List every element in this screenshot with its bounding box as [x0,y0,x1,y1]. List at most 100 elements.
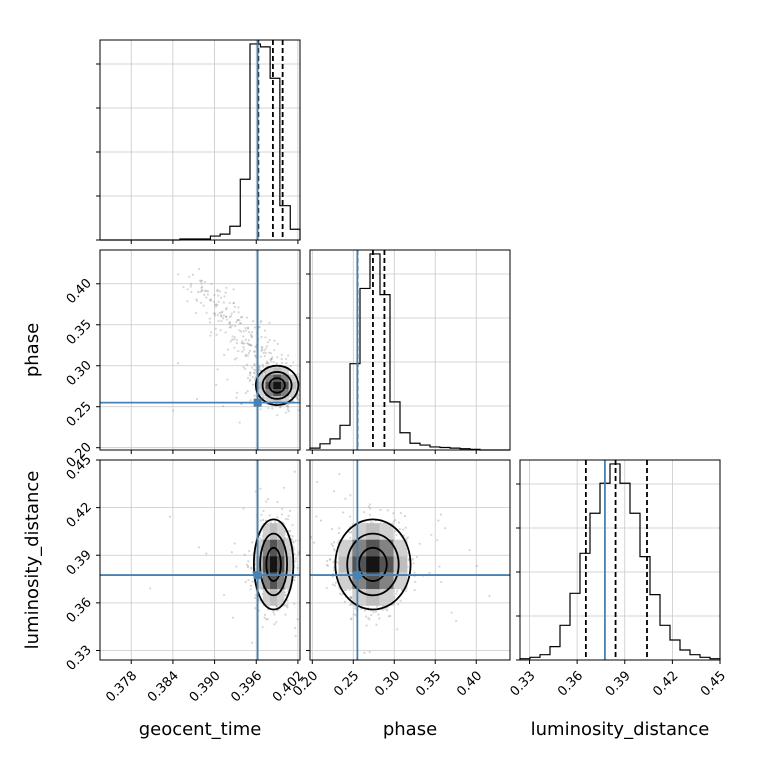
sample-point [329,563,331,565]
sample-point [233,346,236,349]
sample-point [384,607,387,610]
sample-point [268,351,271,354]
sample-point [246,327,250,330]
sample-point [250,344,253,347]
sample-point [235,320,238,324]
sample-point [386,509,389,512]
sample-point [244,367,247,371]
sample-point [269,360,273,363]
sample-point [279,405,282,408]
sample-point [254,375,258,378]
sample-point [238,329,241,332]
sample-point [285,361,288,365]
sample-point [254,607,257,610]
sample-point [287,410,290,413]
sample-point [338,527,341,530]
sample-point [250,567,253,570]
sample-point [349,494,352,497]
sample-point [332,566,335,569]
sample-point [350,596,353,599]
density-cell [273,367,281,375]
sample-point [238,322,241,325]
sample-point [286,518,289,521]
density-cell [280,367,289,375]
sample-point [195,397,199,401]
sample-point [413,589,416,592]
sample-point [346,332,348,334]
sample-point [367,505,370,508]
sample-point [249,399,252,402]
sample-point [436,539,439,542]
sample-point [233,310,236,313]
sample-point [288,509,292,512]
sample-point [334,581,337,584]
sample-point [348,531,351,534]
sample-point [199,280,202,283]
sample-point [307,382,309,384]
sample-point [341,511,345,514]
panel-frame [99,459,301,661]
sample-point [296,396,299,400]
sample-point [280,357,283,361]
sample-point [349,596,352,599]
sample-point [250,336,253,339]
sample-point [326,559,329,563]
sample-point [370,613,373,617]
sample-point [215,303,218,306]
sample-point [209,298,213,301]
sample-point [201,285,204,288]
sample-point [219,329,222,332]
panel-phase-vs-geocent_time [100,250,348,450]
sample-point [260,349,263,352]
sample-point [217,300,220,303]
density-cell [284,572,292,590]
x-axis-title-geocent_time: geocent_time [139,719,262,740]
sample-point [297,398,300,402]
sample-point [329,501,331,503]
sample-point [249,584,253,587]
sample-point [261,372,264,376]
y-tick-label: 0.33 [64,643,95,674]
density-cell [273,396,281,404]
sample-point [310,536,313,539]
sample-point [369,513,372,517]
sample-point [235,338,238,342]
y-tick-label: 0.40 [64,276,95,307]
sample-point [301,400,303,402]
x-axis-title-luminosity_distance: luminosity_distance [531,719,710,740]
sample-point [301,396,303,398]
contour-level-1 [261,371,293,400]
sample-point [337,531,340,535]
contour-level-1 [259,532,289,597]
sample-point [233,338,236,341]
sample-point [392,512,395,515]
sample-point [293,576,297,579]
sample-point [271,356,274,359]
sample-point [394,519,397,522]
density-cell [257,374,266,382]
sample-point [253,372,256,375]
sample-point [228,301,231,305]
sample-point [285,605,288,608]
panel-frame [309,249,511,451]
x-tick-label: 0.25 [331,668,362,699]
sample-point [402,528,405,531]
y-tick-label: 0.36 [64,595,95,626]
x-tick-label: 0.45 [698,668,729,699]
sample-point [395,533,398,537]
sample-point [244,338,247,341]
sample-point [329,558,332,561]
panel-frame [99,39,301,241]
sample-point [252,319,255,323]
sample-point [266,617,269,621]
sample-point [205,552,208,555]
sample-point [376,605,379,608]
sample-point [294,557,297,560]
sample-point [375,623,378,626]
sample-point [260,319,263,323]
sample-point [292,361,295,364]
sample-point [295,453,297,455]
sample-point [406,536,409,539]
sample-point [210,282,213,286]
sample-point [214,303,217,306]
